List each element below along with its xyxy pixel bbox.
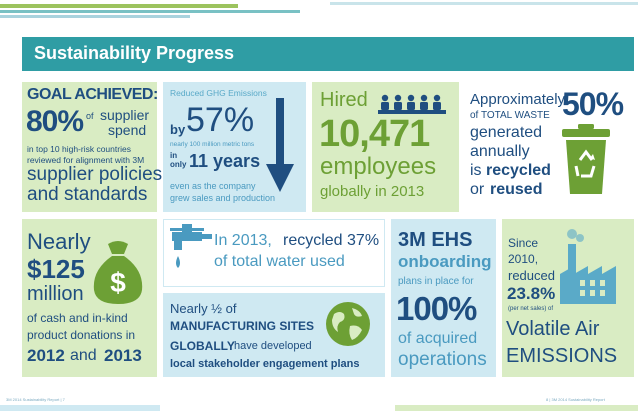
header-stripe-green: [0, 4, 238, 8]
svg-text:$: $: [110, 267, 126, 298]
factory-icon: [560, 229, 616, 304]
footer-right-text: 8 | 3M 2014 Sustainability Report: [546, 397, 605, 402]
supplier-panel: [22, 82, 157, 212]
donations-cash: of cash and in-kind: [27, 311, 128, 325]
waste-recycled: recycled: [486, 162, 551, 179]
ehs-plans: plans in place for: [398, 276, 474, 287]
ghg-heading: Reduced GHG Emissions: [170, 88, 267, 98]
sites-plans: local stakeholder engagement plans: [170, 358, 360, 370]
footer-stripe-left: [0, 405, 160, 411]
title-banner: Sustainability Progress: [22, 37, 634, 71]
voc-per: (per net sales) of: [508, 306, 554, 312]
faucet-icon: [170, 224, 212, 268]
donations-nearly: Nearly: [27, 229, 91, 254]
supplier-goal-heading: GOAL ACHIEVED:: [27, 86, 158, 103]
donations-and: and: [70, 347, 97, 364]
donations-amount: $125: [27, 254, 85, 284]
voc-emissions: EMISSIONS: [506, 345, 618, 367]
recycle-bin-icon: [562, 124, 610, 194]
waste-generated: generated: [470, 124, 543, 141]
voc-year: 2010,: [508, 252, 539, 266]
hired-label: Hired: [320, 89, 368, 111]
sites-nearly: Nearly ½ of: [170, 301, 237, 316]
donations-year2: 2013: [104, 346, 142, 365]
voc-reduced: reduced: [508, 268, 555, 283]
ghg-only: only: [170, 160, 187, 169]
down-arrow-icon: [266, 98, 294, 192]
water-recycled: recycled 37%: [283, 232, 380, 249]
page-title: Sustainability Progress: [34, 43, 235, 63]
water-total: of total water used: [214, 253, 345, 270]
voc-volatile: Volatile Air: [506, 318, 600, 340]
waste-percent: 50%: [562, 86, 624, 122]
money-bag-icon: $: [93, 241, 143, 304]
sites-globally: GLOBALLY: [170, 339, 235, 353]
ghg-in: in: [170, 151, 178, 160]
voc-percent: 23.8%: [507, 284, 556, 303]
ehs-panel: [391, 219, 496, 377]
header-stripe-teal: [0, 10, 300, 13]
voc-since: Since: [508, 236, 539, 250]
sites-manufacturing: MANUFACTURING SITES: [170, 319, 314, 333]
ghg-company: even as the company: [170, 181, 256, 191]
header-stripe-right: [330, 2, 638, 5]
donations-year1: 2012: [27, 346, 65, 365]
ghg-by: by: [170, 122, 186, 137]
waste-approx: Approximately: [470, 91, 566, 108]
supplier-of: of: [86, 111, 94, 121]
ehs-operations: operations: [398, 349, 487, 370]
ghg-note: nearly 100 million metric tons: [170, 141, 255, 148]
sites-developed: have developed: [234, 340, 312, 352]
ghg-years: 11 years: [189, 151, 261, 171]
waste-of-total: of TOTAL WASTE: [470, 110, 550, 121]
hired-employees: employees: [320, 153, 437, 180]
ehs-acquired: of acquired: [398, 330, 478, 347]
donations-product: product donations in: [27, 328, 136, 342]
footer-stripe-right: [395, 405, 638, 411]
ghg-production: grew sales and production: [170, 193, 276, 203]
waste-is: is: [470, 162, 482, 179]
ghg-percent: 57%: [186, 101, 255, 139]
donations-million: million: [27, 283, 84, 305]
ehs-percent: 100%: [396, 290, 477, 327]
water-in-2013: In 2013,: [214, 232, 272, 249]
supplier-standards: and standards: [27, 184, 148, 205]
waste-annually: annually: [470, 143, 530, 160]
supplier-policies: supplier policies: [27, 164, 163, 185]
hired-number: 10,471: [319, 113, 430, 155]
supplier-countries: in top 10 high-risk countries: [27, 144, 131, 154]
supplier-reviewed: reviewed for alignment with 3M: [27, 155, 145, 165]
waste-reused: reused: [490, 181, 543, 198]
globe-icon: [326, 302, 370, 346]
supplier-word: supplier: [100, 107, 150, 123]
footer-left-text: 3M 2014 Sustainability Report | 7: [6, 397, 65, 402]
hired-globally: globally in 2013: [320, 183, 425, 200]
supplier-spend: spend: [108, 122, 147, 138]
supplier-percent: 80%: [26, 105, 84, 138]
header-stripe-blue: [0, 15, 190, 18]
people-icon: [378, 94, 446, 114]
ehs-onboarding: onboarding: [398, 252, 492, 271]
ehs-title: 3M EHS: [398, 229, 473, 251]
waste-or: or: [470, 181, 485, 198]
